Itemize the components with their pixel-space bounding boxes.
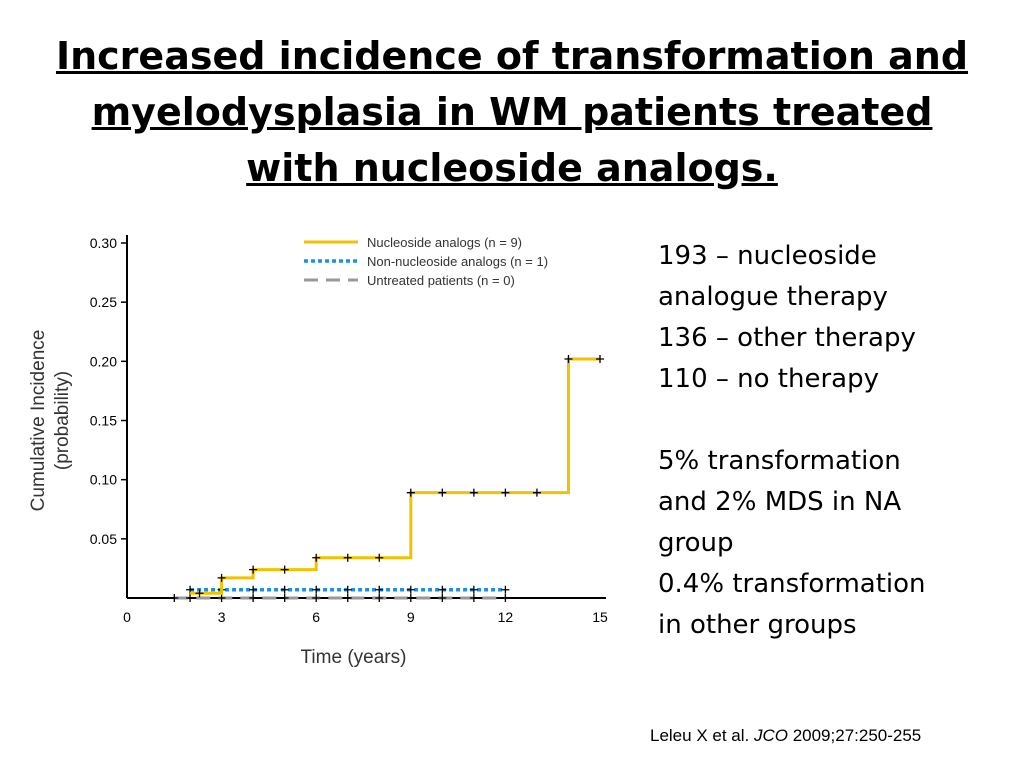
note-line: analogue therapy — [658, 282, 888, 312]
censor-mark — [438, 585, 447, 594]
x-tick-label: 15 — [592, 609, 608, 625]
x-tick-label: 9 — [407, 609, 415, 625]
citation-ref: 2009;27:250-255 — [787, 726, 922, 745]
y-tick-label: 0.25 — [90, 294, 117, 310]
x-tick-label: 6 — [312, 609, 320, 625]
censor-mark — [375, 585, 384, 594]
note-spacer — [658, 400, 1018, 441]
y-tick-label: 0.20 — [90, 353, 117, 369]
x-axis-label: Time (years) — [301, 647, 407, 668]
note-line: 110 – no therapy — [658, 364, 879, 394]
censor-mark — [249, 585, 258, 594]
title-line-1: Increased incidence of transformation an… — [55, 34, 969, 78]
legend-label: Nucleoside analogs (n = 9) — [367, 235, 522, 250]
series-line-solid — [190, 357, 600, 595]
censor-mark — [406, 585, 415, 594]
y-tick-label: 0.30 — [90, 235, 117, 251]
censor-mark — [195, 589, 204, 598]
note-line: 136 – other therapy — [658, 323, 916, 353]
y-axis-label-line-2: (probability) — [52, 371, 73, 470]
censor-mark — [501, 594, 510, 602]
note-line: in other groups — [658, 610, 857, 640]
citation: Leleu X et al. JCO 2009;27:250-255 — [650, 726, 921, 746]
censor-mark — [280, 585, 289, 594]
censor-mark — [406, 594, 415, 602]
citation-authors: Leleu X et al. — [650, 726, 754, 745]
censor-mark — [375, 594, 384, 602]
censor-mark — [596, 354, 604, 363]
censor-mark — [438, 594, 447, 602]
censor-mark — [343, 585, 352, 594]
censor-mark — [375, 553, 384, 562]
censor-mark — [170, 594, 179, 602]
censor-mark — [438, 488, 447, 497]
legend-label: Untreated patients (n = 0) — [367, 273, 515, 288]
censor-mark — [186, 594, 195, 602]
censor-mark — [564, 354, 573, 363]
legend-label: Non-nucleoside analogs (n = 1) — [367, 254, 548, 269]
x-tick-label: 12 — [498, 609, 514, 625]
note-line: and 2% MDS in NA — [658, 487, 902, 517]
censor-mark — [469, 585, 478, 594]
censor-mark — [312, 585, 321, 594]
y-tick-label: 0.05 — [90, 531, 117, 547]
censor-mark — [312, 553, 321, 562]
slide-title: Increased incidence of transformation an… — [20, 28, 1004, 196]
censor-mark — [217, 594, 226, 602]
x-tick-label: 0 — [123, 609, 131, 625]
y-tick-label: 0.10 — [90, 472, 117, 488]
x-tick-label: 3 — [218, 609, 226, 625]
note-line: group — [658, 528, 734, 558]
citation-journal: JCO — [753, 726, 788, 745]
censor-mark — [280, 594, 289, 602]
censor-mark — [532, 488, 541, 497]
cumulative-incidence-chart: 0.05 0.10 0.15 0.20 0.25 0.30 0 3 6 9 12 15 Time (ye… — [0, 215, 640, 685]
censor-mark — [501, 585, 510, 594]
censor-mark — [343, 594, 352, 602]
censor-mark — [249, 565, 258, 574]
title-line-3: with nucleoside analogs. — [246, 146, 778, 190]
censor-mark — [406, 488, 415, 497]
censor-mark — [469, 488, 478, 497]
censor-mark — [280, 565, 289, 574]
censor-mark — [249, 594, 258, 602]
censor-mark — [343, 553, 352, 562]
title-line-2: myelodysplasia in WM patients treated — [91, 90, 933, 134]
censor-mark — [217, 573, 226, 582]
censor-mark — [501, 488, 510, 497]
note-line: 193 – nucleoside — [658, 241, 877, 271]
note-line: 0.4% transformation — [658, 569, 926, 599]
summary-notes: 193 – nucleoside analogue therapy 136 – … — [658, 236, 1018, 646]
chart-svg: 0.05 0.10 0.15 0.20 0.25 0.30 0 3 6 9 12 15 Time (ye… — [28, 235, 608, 668]
note-line: 5% transformation — [658, 446, 901, 476]
censor-mark — [312, 594, 321, 602]
y-axis-label-line-1: Cumulative Incidence — [28, 330, 49, 512]
censor-mark — [469, 594, 478, 602]
y-tick-label: 0.15 — [90, 413, 117, 429]
